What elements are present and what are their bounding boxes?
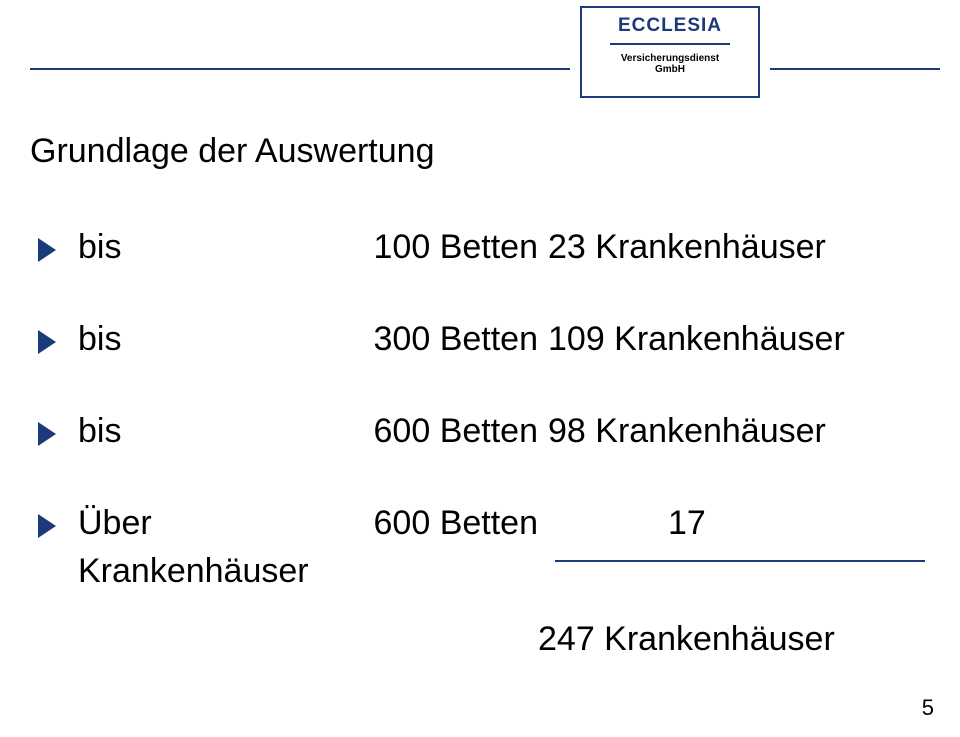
beds-value: 600 Betten (228, 412, 548, 451)
list-item: bis 300 Betten 109 Krankenhäuser (38, 320, 900, 359)
bullet-triangle-icon (38, 238, 56, 262)
slide-page: ECCLESIA Versicherungsdienst GmbH Grundl… (0, 0, 960, 737)
brand-name: ECCLESIA (582, 16, 758, 43)
hospitals-count: 23 Krankenhäuser (548, 228, 826, 267)
beds-value: 600 Betten (228, 504, 548, 543)
hospitals-count: 17 (548, 504, 706, 543)
list-item: bis 600 Betten 98 Krankenhäuser (38, 412, 900, 451)
list-item: Über 600 Betten 17 (38, 504, 900, 543)
brand-underline (610, 43, 730, 45)
brand-logo: ECCLESIA Versicherungsdienst GmbH (580, 6, 760, 98)
page-title: Grundlage der Auswertung (30, 132, 434, 171)
rule-left (30, 68, 570, 70)
hospitals-count: 109 Krankenhäuser (548, 320, 845, 359)
rule-right (770, 68, 940, 70)
beds-value: 300 Betten (228, 320, 548, 359)
range-label: bis (78, 228, 228, 267)
range-label: Über (78, 504, 228, 543)
sum-rule (555, 560, 925, 562)
list-item: bis 100 Betten 23 Krankenhäuser (38, 228, 900, 267)
bullet-triangle-icon (38, 514, 56, 538)
range-label: bis (78, 320, 228, 359)
brand-subline-1: Versicherungsdienst (582, 53, 758, 65)
bullet-triangle-icon (38, 330, 56, 354)
page-number: 5 (922, 695, 934, 721)
bullet-triangle-icon (38, 422, 56, 446)
brand-subline-2: GmbH (582, 64, 758, 76)
row4-unit-label: Krankenhäuser (78, 552, 309, 591)
hospitals-count: 98 Krankenhäuser (548, 412, 826, 451)
sum-total: 247 Krankenhäuser (538, 620, 835, 659)
beds-value: 100 Betten (228, 228, 548, 267)
range-label: bis (78, 412, 228, 451)
